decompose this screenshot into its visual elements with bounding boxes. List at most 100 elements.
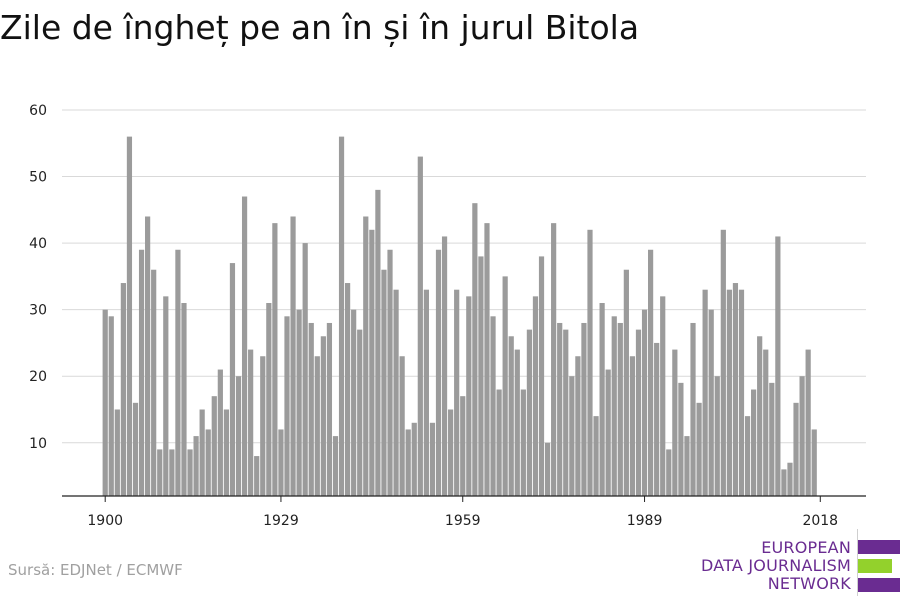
bar-1904 [126,136,133,496]
bar-1916 [199,409,205,496]
y-tick-label-50: 50 [29,170,47,186]
bar-1952 [417,156,423,496]
bar-1989 [641,309,648,496]
bar-1906 [138,249,145,496]
bar-2004 [732,283,739,496]
bar-1933 [302,243,308,496]
x-tick-label-1900: 1900 [87,513,123,529]
bar-1931 [290,216,296,496]
bar-2012 [781,469,787,496]
bar-1991 [654,342,660,496]
bar-1932 [296,309,302,496]
bar-1921 [229,263,236,496]
bar-1912 [175,249,181,496]
bar-1959 [460,396,466,496]
x-tick-label-2018: 2018 [802,513,838,529]
y-tick-label-20: 20 [29,369,47,385]
bar-1961 [472,203,478,496]
bar-1986 [623,269,629,496]
bar-1940 [345,283,351,496]
bar-2017 [811,429,817,496]
logo-line-1: EUROPEAN [761,538,851,557]
bar-1927 [266,303,272,496]
bar-1918 [211,396,217,496]
bar-1928 [272,223,278,496]
bar-1917 [205,429,211,496]
bar-1970 [526,329,532,496]
bar-1972 [538,256,545,496]
bar-1908 [151,269,157,496]
bar-1915 [193,436,199,496]
bar-1993 [666,449,672,496]
bar-1960 [466,296,472,496]
logo-line-2: DATA JOURNALISM [701,556,851,575]
bar-1996 [684,436,690,496]
logo-bar-green [858,559,892,573]
bar-2011 [775,236,781,496]
source-note: Sursă: EDJNet / ECMWF [8,561,183,579]
bar-1911 [169,449,175,496]
bar-1919 [217,369,223,496]
bar-1990 [648,249,654,496]
bar-1967 [508,336,514,496]
bar-1901 [108,316,114,496]
bar-2001 [714,376,720,496]
bar-2016 [805,349,811,496]
bar-1968 [514,349,520,496]
x-tick-label-1989: 1989 [627,513,663,529]
bar-1936 [320,336,326,496]
bar-1973 [544,442,551,496]
edjnet-logo: EUROPEAN DATA JOURNALISM NETWORK [701,529,900,596]
bar-1913 [181,303,187,496]
bar-1984 [611,316,617,496]
bar-1964 [490,316,496,496]
bar-2002 [720,229,726,497]
bar-2000 [708,309,714,496]
bar-1981 [593,416,599,496]
bar-1957 [448,409,454,496]
bar-1914 [187,449,193,496]
bar-1951 [411,422,417,496]
chart-title: Zile de îngheț pe an în și în jurul Bito… [0,8,640,47]
bar-1945 [375,189,381,497]
bar-1998 [696,402,702,496]
bar-2007 [751,389,757,496]
bar-1975 [557,322,563,496]
bar-1963 [484,223,490,496]
bar-1910 [163,296,169,496]
x-tick-label-1959: 1959 [445,513,481,529]
y-tick-label-40: 40 [29,236,47,252]
bar-2013 [787,462,793,496]
bar-1924 [248,349,254,496]
logo-divider [857,529,858,596]
bar-2008 [757,336,763,496]
bar-1937 [326,322,333,496]
bar-1980 [587,229,593,497]
bar-2014 [793,402,799,496]
x-axis-ticks: 1900 1929 1959 1989 2018 [87,496,838,529]
bar-1995 [678,382,684,496]
x-tick-label-1929: 1929 [263,513,299,529]
y-tick-label-10: 10 [29,436,47,452]
bar-2003 [726,289,732,496]
bar-1999 [702,289,708,496]
bar-1939 [338,136,345,496]
bar-1950 [405,429,411,496]
bar-1992 [660,296,666,496]
bar-1966 [502,276,508,496]
bar-1903 [120,283,126,496]
bar-1976 [563,329,569,496]
bar-1900 [102,309,108,496]
bar-1962 [478,256,484,496]
bar-1935 [314,356,320,496]
bar-1954 [429,422,436,496]
bar-1925 [254,456,260,496]
bar-1946 [381,269,387,496]
bar-1942 [357,329,363,496]
bar-1947 [387,249,393,496]
bar-1923 [241,196,248,496]
bar-1926 [260,356,266,496]
bar-1930 [284,316,290,496]
bar-1905 [132,402,139,496]
